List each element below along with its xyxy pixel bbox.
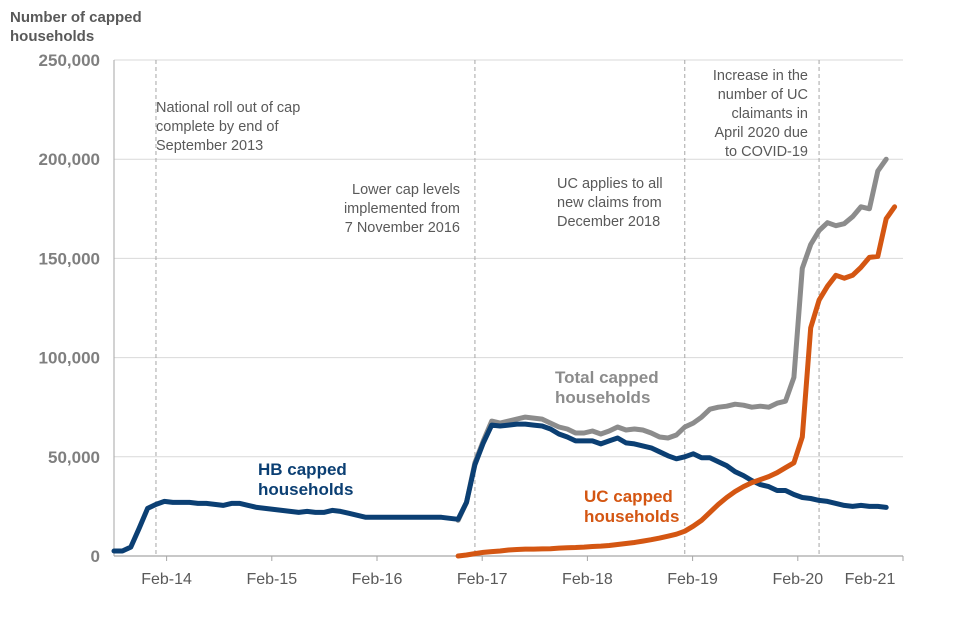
x-axis: Feb-14 Feb-15 Feb-16 Feb-17 Feb-18 Feb-19 Feb-…: [113, 60, 904, 588]
annotation-text: Lower cap levels implemented from 7 Novemb…: [344, 182, 460, 236]
series-lines: [111, 156, 898, 559]
hb-series-line: [111, 421, 889, 554]
series-labels: Total capped households HB capped household…: [258, 368, 679, 526]
y-tick-label: 0: [91, 547, 100, 566]
gridlines: [114, 59, 903, 458]
annotation-text: Increase in the number of UC claimants in A…: [713, 68, 808, 160]
annotations: National roll out of cap complete by end …: [156, 68, 808, 236]
uc-series-label: UC capped households: [584, 487, 679, 526]
y-tick-label: 250,000: [39, 51, 100, 70]
total-series-label: Total capped households: [555, 368, 659, 407]
x-tick-label: Feb-18: [562, 571, 613, 588]
y-axis-title: Number of capped households: [10, 9, 142, 45]
y-axis-ticks: 0 50,000 100,000 150,000 200,000 250,000: [39, 51, 100, 566]
y-tick-label: 50,000: [48, 448, 100, 467]
y-tick-label: 100,000: [39, 349, 100, 368]
x-tick-label: Feb-17: [457, 571, 508, 588]
annotation-text: National roll out of cap complete by end …: [156, 100, 300, 154]
hb-series-label: HB capped households: [258, 460, 353, 499]
total-series-line: [455, 156, 889, 523]
y-tick-label: 200,000: [39, 150, 100, 169]
uc-series-line: [455, 204, 898, 559]
annotation-text: UC applies to all new claims from December…: [557, 176, 663, 230]
x-tick-label: Feb-15: [246, 571, 297, 588]
y-tick-label: 150,000: [39, 249, 100, 268]
x-tick-label: Feb-20: [772, 571, 823, 588]
x-tick-label: Feb-19: [667, 571, 718, 588]
x-tick-label: Feb-16: [352, 571, 403, 588]
x-tick-label: Feb-14: [141, 571, 192, 588]
y-axis-title-line-2: households: [10, 28, 94, 45]
y-axis-title-line-1: Number of capped: [10, 9, 142, 26]
x-tick-label: Feb-21: [845, 571, 896, 588]
